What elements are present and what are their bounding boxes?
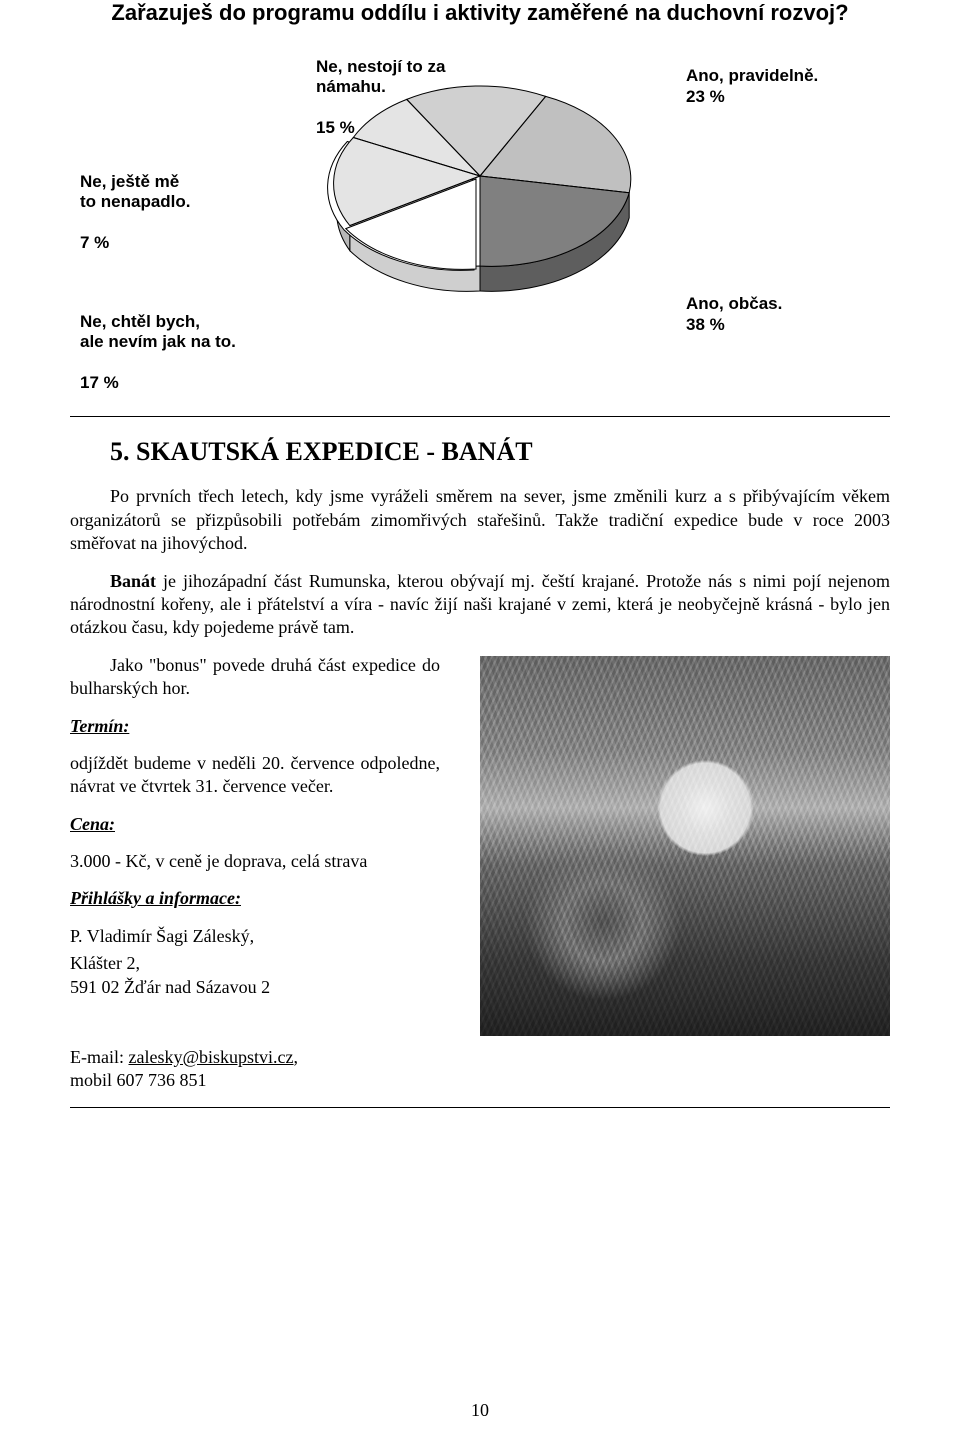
contact-name: P. Vladimír Šagi Záleský, <box>70 925 440 948</box>
pie-label-ne-nestoji: Ne, nestojí to za námahu. 15 % <box>316 36 445 138</box>
survey-chart: Zařazuješ do programu oddílu i aktivity … <box>70 0 890 396</box>
pie-label-ne-jeste: Ne, ještě mě to nenapadlo. 7 % <box>80 151 191 253</box>
pie-label-ne-chtel: Ne, chtěl bych, ale nevím jak na to. 17 … <box>80 291 236 393</box>
text-cena: 3.000 - Kč, v ceně je doprava, celá stra… <box>70 850 440 873</box>
article-body: Po prvních třech letech, kdy jsme vyráže… <box>70 485 890 1092</box>
article-p3: Jako "bonus" povede druhá část expedice … <box>70 654 440 701</box>
contact-mobile: mobil 607 736 851 <box>70 1069 890 1092</box>
contact-email-line: E-mail: zalesky@biskupstvi.cz, <box>70 1046 890 1069</box>
pie-label-ano-pravidelne: Ano, pravidelně. 23 % <box>686 66 818 107</box>
pie-chart: Ano, pravidelně. 23 % Ano, občas. 38 % N… <box>70 36 890 396</box>
email-link[interactable]: zalesky@biskupstvi.cz <box>128 1047 293 1067</box>
chart-title: Zařazuješ do programu oddílu i aktivity … <box>70 0 890 26</box>
contact-addr2: 591 02 Žďár nad Sázavou 2 <box>70 976 440 999</box>
text-termin: odjíždět budeme v neděli 20. července od… <box>70 752 440 799</box>
article-p1: Po prvních třech letech, kdy jsme vyráže… <box>70 485 890 555</box>
label-cena: Cena: <box>70 814 115 834</box>
page-number: 10 <box>0 1400 960 1421</box>
pie-label-ano-obcas: Ano, občas. 38 % <box>686 294 782 335</box>
contact-addr1: Klášter 2, <box>70 952 440 975</box>
label-termin: Termín: <box>70 716 129 736</box>
article-p2: Banát je jihozápadní část Rumunska, kter… <box>70 570 890 640</box>
label-info: Přihlášky a informace: <box>70 888 241 908</box>
article-title: 5. SKAUTSKÁ EXPEDICE - BANÁT <box>110 437 890 467</box>
forest-photo <box>480 656 890 1036</box>
divider-bottom <box>70 1107 890 1108</box>
divider-top <box>70 416 890 417</box>
